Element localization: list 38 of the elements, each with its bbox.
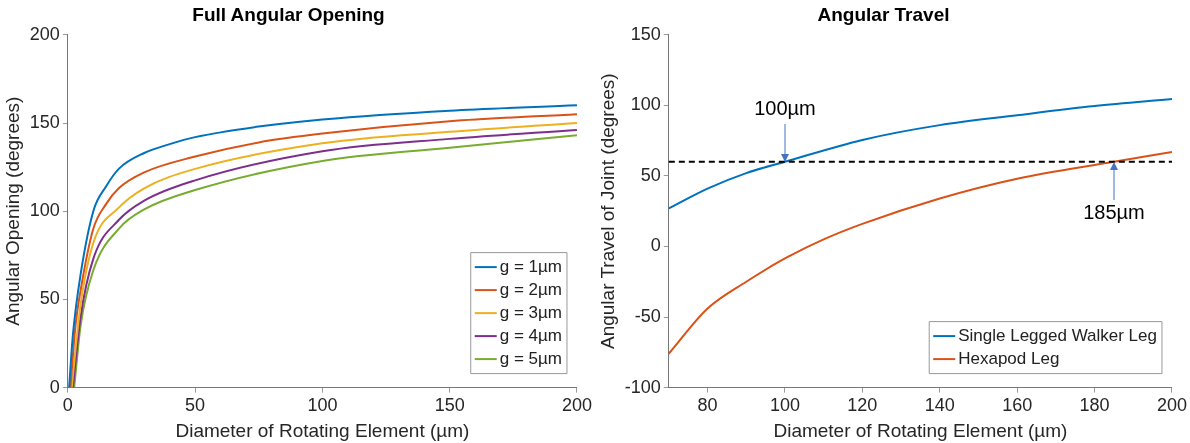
y-tick-label: 100 [630, 94, 661, 115]
legend-label: g = 3µm [499, 302, 562, 322]
y-tick-label: 200 [29, 23, 60, 44]
y-axis-title: Angular Travel of Joint (degrees) [596, 73, 618, 350]
y-tick-label: 100 [29, 200, 60, 221]
x-tick-label: 160 [1002, 395, 1033, 416]
x-axis-title: Diameter of Rotating Element (µm) [773, 419, 1068, 441]
annotation: 100µm [754, 97, 816, 120]
legend-label: g = 2µm [499, 279, 562, 299]
x-tick-label: 140 [924, 395, 955, 416]
x-tick-label: 100 [307, 395, 338, 416]
chart-title: Angular Travel [817, 3, 950, 25]
x-tick-label: 50 [185, 395, 206, 416]
chart-title: Full Angular Opening [192, 3, 385, 25]
x-tick-label: 0 [62, 395, 73, 416]
x-tick-label: 150 [434, 395, 465, 416]
legend-label: g = 5µm [499, 348, 562, 368]
y-tick-label: 50 [39, 288, 60, 309]
x-tick-label: 80 [697, 395, 718, 416]
y-tick-label: 0 [650, 235, 661, 256]
x-tick-label: 100 [769, 395, 800, 416]
x-tick-label: 200 [1156, 395, 1188, 416]
y-tick-label: 0 [49, 376, 60, 397]
y-tick-label: 50 [640, 164, 661, 185]
x-tick-label: 120 [847, 395, 878, 416]
legend-label: Single Legged Walker Leg [958, 325, 1157, 345]
legend-label: Hexapod Leg [958, 348, 1060, 368]
x-tick-label: 180 [1079, 395, 1110, 416]
annotation: 185µm [1083, 201, 1145, 224]
legend-label: g = 4µm [499, 325, 562, 345]
y-tick-label: -50 [634, 306, 661, 327]
x-axis-title: Diameter of Rotating Element (µm) [175, 419, 470, 441]
y-axis-title: Angular Opening (degrees) [1, 96, 23, 326]
y-tick-label: 150 [630, 23, 661, 44]
x-tick-label: 200 [561, 395, 593, 416]
y-tick-label: 150 [29, 111, 60, 132]
y-tick-label: -100 [624, 376, 661, 397]
legend-label: g = 1µm [499, 256, 562, 276]
